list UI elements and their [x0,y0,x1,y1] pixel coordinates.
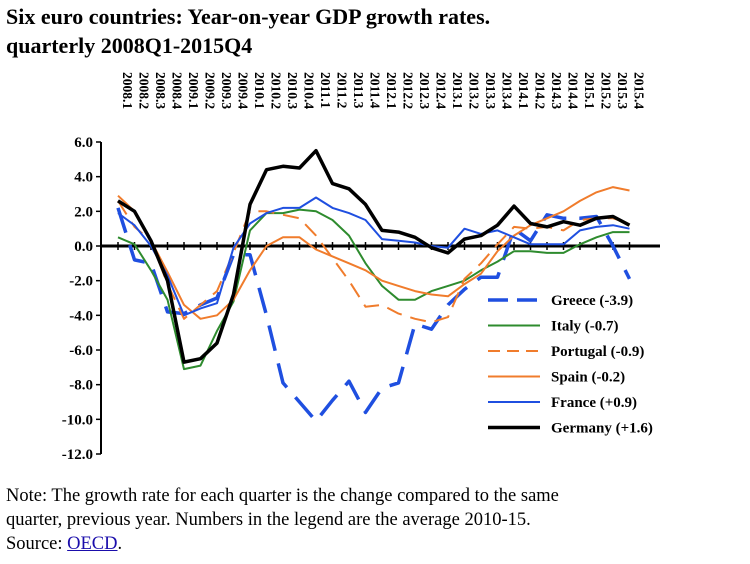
gdp-growth-line-chart: 2008.1 2008.2 2008.3 2008.4 2009.1 2009.2 2009… [62,72,660,463]
x-tick-label: 2012.4 [434,72,449,109]
x-tick-label: 2015.1 [582,72,597,109]
x-tick-label: 2009.4 [236,72,251,109]
x-tick-label: 2008.1 [120,72,135,109]
x-tick-label: 2011.3 [351,72,366,109]
x-tick-label: 2013.4 [500,72,515,109]
y-tick-label: -8.0 [69,378,93,394]
legend-label-portugal: Portugal (-0.9) [551,344,644,360]
x-tick-label: 2012.2 [401,72,416,109]
x-tick-label: 2008.3 [153,72,168,109]
x-tick-label: 2011.2 [335,72,350,109]
source-line: Source: OECD. [6,532,746,556]
x-tick-label: 2011.4 [368,72,383,109]
x-tick-label: 2010.3 [285,72,300,109]
x-tick-label: 2015.4 [632,72,647,109]
x-tick-label: 2013.2 [467,72,482,109]
x-tick-label: 2013.1 [450,72,465,109]
y-tick-label: -6.0 [69,343,93,359]
source-link-oecd[interactable]: OECD [67,534,118,554]
y-tick-label: 6.0 [74,135,93,151]
x-tick-label: 2012.3 [417,72,432,109]
x-tick-label: 2009.2 [203,72,218,109]
series-line-germany [117,148,631,364]
chart-title: Six euro countries: Year-on-year GDP gro… [6,2,746,60]
x-tick-label: 2009.1 [186,72,201,109]
x-tick-label: 2008.4 [170,72,185,109]
legend-label-greece: Greece (-3.9) [551,293,633,309]
y-tick-label: 4.0 [74,170,93,186]
footnote: Note: The growth rate for each quarter i… [6,484,746,556]
x-tick-label: 2008.2 [137,72,152,109]
x-tick-label: 2014.4 [566,72,581,109]
y-tick-label: -12.0 [62,447,93,463]
series-line-france [117,196,630,317]
x-tick-label: 2014.3 [549,72,564,109]
legend-label-italy: Italy (-0.7) [551,319,619,335]
x-tick-label: 2014.2 [533,72,548,109]
x-tick-label: 2015.2 [599,72,614,109]
note-line-2: quarter, previous year. Numbers in the l… [6,510,531,530]
series-line-spain [117,186,630,320]
y-tick-label: -2.0 [69,274,93,290]
legend-label-germany: Germany (+1.6) [551,421,653,437]
y-tick-label: 0.0 [74,239,93,255]
source-end: . [117,534,123,554]
source-label: Source: [6,534,68,554]
x-tick-label: 2010.4 [302,72,317,109]
y-tick-label: -4.0 [69,308,93,324]
legend-label-spain: Spain (-0.2) [551,370,625,386]
y-tick-labels: 6.0 4.0 2.0 0.0 -2.0 -4.0 -6.0 -8.0 -10.0 -12.0 [62,135,93,463]
series-lines [116,148,632,423]
y-tick-label: 2.0 [74,204,93,220]
x-tick-label: 2014.1 [516,72,531,109]
legend-label-france: France (+0.9) [551,395,637,411]
x-tick-label: 2013.3 [483,72,498,109]
y-tick-label: -10.0 [62,412,93,428]
chart-title-line-2: quarterly 2008Q1-2015Q4 [6,33,253,58]
x-tick-label: 2012.1 [384,72,399,109]
x-tick-label: 2010.1 [252,72,267,109]
x-tick-label: 2009.3 [219,72,234,109]
chart-title-line-1: Six euro countries: Year-on-year GDP gro… [6,4,491,29]
x-tick-label: 2015.3 [615,72,630,109]
note-line-1: Note: The growth rate for each quarter i… [6,486,559,506]
x-tick-labels: 2008.1 2008.2 2008.3 2008.4 2009.1 2009.2 2009… [120,72,647,109]
x-tick-label: 2011.1 [318,72,333,109]
x-tick-label: 2010.2 [269,72,284,109]
legend: Greece (-3.9) Italy (-0.7) Portugal (-0.9)… [488,293,653,437]
